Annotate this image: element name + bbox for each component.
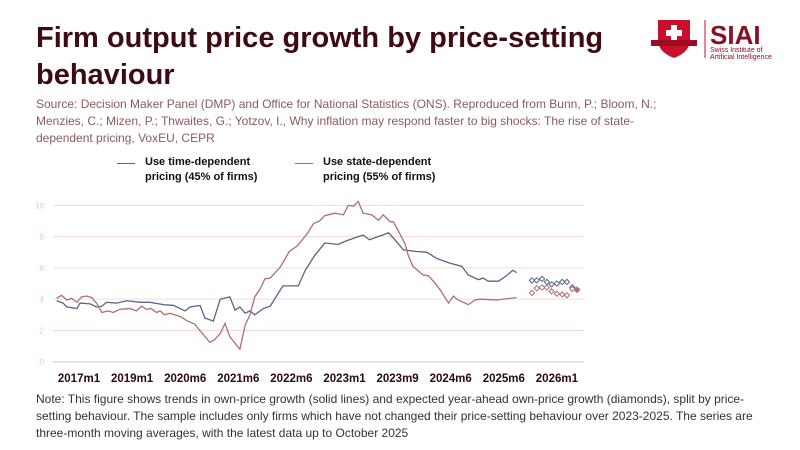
expected-diamond-state — [548, 288, 555, 295]
x-tick-label: 2020m6 — [164, 373, 206, 385]
expected-diamond-state — [528, 289, 536, 297]
x-tick-label: 2023m1 — [323, 373, 366, 385]
logo-shield-icon: SIAI Swiss Institute of Artificial Intel… — [651, 20, 772, 61]
y-tick-label: 4 — [40, 295, 45, 304]
expected-diamond-time — [548, 281, 555, 288]
y-tick-label: 6 — [40, 264, 45, 273]
siai-logo: SIAI Swiss Institute of Artificial Intel… — [648, 16, 798, 62]
legend-label-state: Use state-dependent pricing (55% of firm… — [323, 156, 436, 183]
expected-diamond-state — [573, 286, 581, 294]
x-tick-label: 2019m1 — [111, 373, 154, 385]
series-line-state — [56, 200, 517, 351]
expected-diamond-time — [528, 277, 536, 284]
legend-state-dependent: Use state-dependent pricing (55% of firm… — [295, 155, 435, 185]
expected-diamond-time — [538, 275, 546, 283]
x-tick-label: 2022m6 — [270, 373, 312, 385]
expected-diamond-state — [558, 291, 566, 298]
legend-time-dependent: Use time-dependent pricing (45% of firms… — [117, 155, 257, 185]
svg-text:Swiss Institute of: Swiss Institute of — [710, 47, 763, 54]
series-line-time — [56, 231, 517, 322]
y-tick-label: 10 — [35, 201, 44, 210]
x-tick-label: 2017m1 — [58, 373, 101, 385]
x-tick-label: 2023m9 — [376, 373, 418, 385]
page-title: Firm output price growth by price-settin… — [36, 22, 604, 91]
x-tick-label: 2024m6 — [430, 373, 472, 385]
y-tick-label: 0 — [40, 358, 45, 367]
expected-diamond-time — [533, 277, 541, 284]
expected-diamond-time — [558, 278, 566, 286]
legend-label-time: Use time-dependent pricing (45% of firms… — [145, 156, 258, 183]
x-tick-label: 2025m6 — [483, 373, 525, 385]
expected-diamond-state — [538, 284, 546, 291]
x-tick-label: 2026m1 — [536, 373, 579, 385]
note-text: Note: This figure shows trends in own-pr… — [36, 392, 753, 440]
logo-name: SIAI — [710, 20, 761, 50]
expected-diamond-state — [553, 290, 561, 298]
y-tick-label: 8 — [40, 233, 45, 242]
expected-diamond-time — [553, 280, 561, 287]
source-text: Source: Decision Maker Panel (DMP) and O… — [36, 97, 657, 145]
x-tick-label: 2021m6 — [217, 373, 259, 385]
expected-diamond-state — [533, 284, 541, 292]
expected-diamond-time — [563, 278, 571, 286]
expected-diamond-state — [563, 291, 571, 299]
expected-diamond-state — [568, 285, 576, 293]
expected-diamond-state — [543, 284, 551, 291]
y-tick-label: 2 — [40, 326, 45, 335]
legend-swatch-time — [117, 163, 135, 164]
legend-swatch-state — [295, 163, 313, 164]
svg-text:Artificial Intelligence: Artificial Intelligence — [710, 54, 772, 61]
expected-diamond-time — [543, 278, 551, 286]
